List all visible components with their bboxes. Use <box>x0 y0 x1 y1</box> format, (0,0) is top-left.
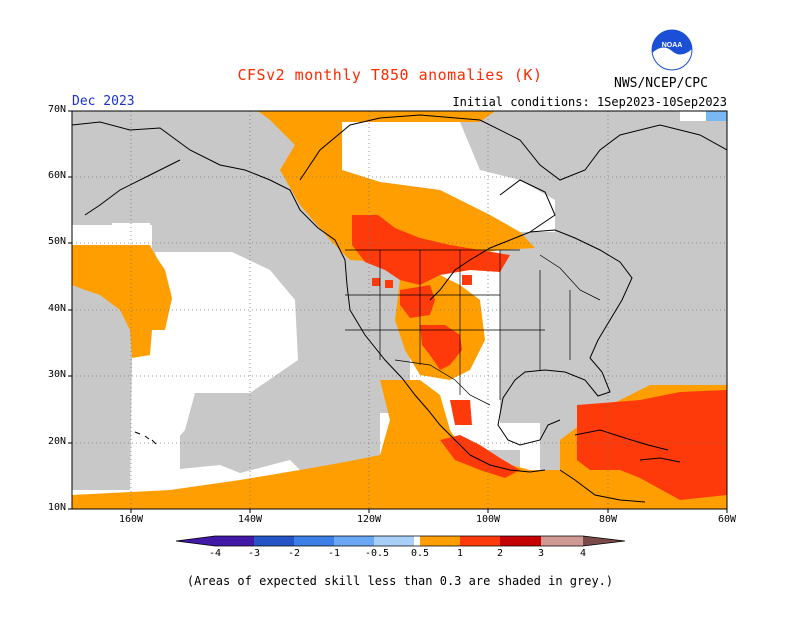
lat-label: 20N <box>47 436 66 447</box>
legend-tick: -2 <box>287 548 301 559</box>
organization-label: NWS/NCEP/CPC <box>614 76 708 91</box>
legend-tick: -1 <box>327 548 341 559</box>
coastlines <box>72 114 727 503</box>
legend-tick: 0.5 <box>410 548 430 559</box>
chart-title: CFSv2 monthly T850 anomalies (K) <box>237 66 543 84</box>
lon-label: 100W <box>475 514 501 525</box>
lat-label: 40N <box>47 303 66 314</box>
political-borders <box>345 249 601 406</box>
legend-tick: -3 <box>247 548 261 559</box>
lon-label: 160W <box>118 514 144 525</box>
noaa-logo: NOAA <box>651 29 693 71</box>
initial-conditions-label: Initial conditions: 1Sep2023-10Sep2023 <box>452 95 727 109</box>
lat-label: 50N <box>47 236 66 247</box>
lat-label: 60N <box>47 170 66 181</box>
legend-tick: -4 <box>208 548 222 559</box>
lon-label: 140W <box>237 514 263 525</box>
lat-label: 30N <box>47 369 66 380</box>
lat-label: 10N <box>47 502 66 513</box>
logo-text: NOAA <box>662 42 683 49</box>
legend-tick: 4 <box>579 548 587 559</box>
valid-month-label: Dec 2023 <box>72 94 135 109</box>
legend-tick: 3 <box>537 548 545 559</box>
lon-label: 120W <box>356 514 382 525</box>
footnote: (Areas of expected skill less than 0.3 a… <box>186 574 614 588</box>
legend-tick: 2 <box>496 548 504 559</box>
axis-ticks <box>68 110 728 513</box>
legend-tick: 1 <box>456 548 464 559</box>
legend-tick: -0.5 <box>364 548 390 559</box>
lat-label: 70N <box>47 104 66 115</box>
lon-label: 60W <box>717 514 737 525</box>
lon-label: 80W <box>598 514 618 525</box>
anomaly-negative <box>706 111 727 121</box>
